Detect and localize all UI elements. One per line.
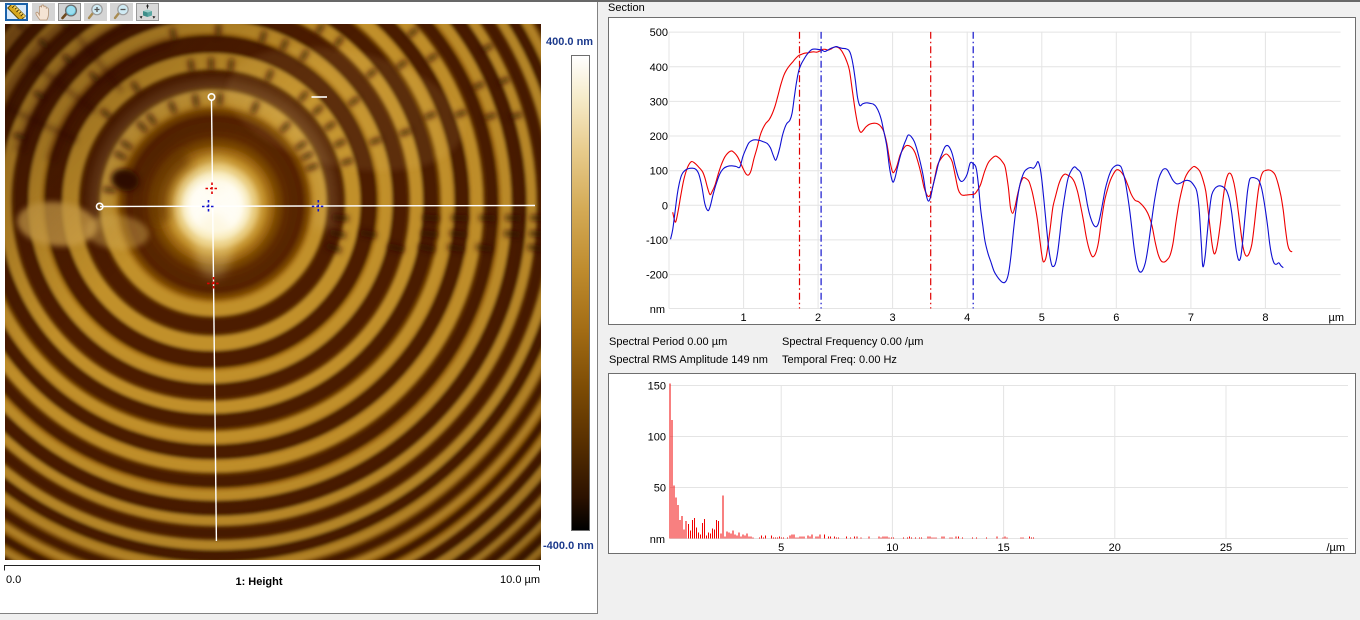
- svg-text:50: 50: [654, 483, 666, 495]
- svg-text:5: 5: [778, 542, 784, 554]
- svg-text:10: 10: [886, 542, 898, 554]
- svg-text:6: 6: [1113, 312, 1119, 324]
- svg-text:5: 5: [1039, 312, 1045, 324]
- svg-text:4: 4: [964, 312, 970, 324]
- svg-text:/µm: /µm: [1326, 542, 1345, 554]
- svg-text:10.0 µm: 10.0 µm: [500, 574, 540, 586]
- svg-text:1: 1: [741, 312, 747, 324]
- svg-text:nm: nm: [650, 304, 665, 316]
- svg-text:100: 100: [650, 166, 668, 178]
- svg-text:3: 3: [890, 312, 896, 324]
- svg-text:200: 200: [650, 131, 668, 143]
- svg-text:µm: µm: [1328, 312, 1344, 324]
- svg-text:1: Height: 1: Height: [235, 576, 282, 588]
- svg-text:500: 500: [650, 27, 668, 39]
- svg-text:20: 20: [1109, 542, 1121, 554]
- svg-text:150: 150: [648, 381, 666, 393]
- svg-text:15: 15: [997, 542, 1009, 554]
- svg-text:400: 400: [650, 62, 668, 74]
- svg-text:-200: -200: [646, 270, 668, 282]
- svg-text:0: 0: [662, 200, 668, 212]
- svg-text:300: 300: [650, 96, 668, 108]
- svg-text:2: 2: [815, 312, 821, 324]
- svg-text:100: 100: [648, 432, 666, 444]
- svg-text:-100: -100: [646, 235, 668, 247]
- svg-text:0.0: 0.0: [6, 574, 21, 586]
- svg-text:25: 25: [1220, 542, 1232, 554]
- svg-text:nm: nm: [650, 534, 665, 546]
- svg-text:8: 8: [1262, 312, 1268, 324]
- svg-text:7: 7: [1188, 312, 1194, 324]
